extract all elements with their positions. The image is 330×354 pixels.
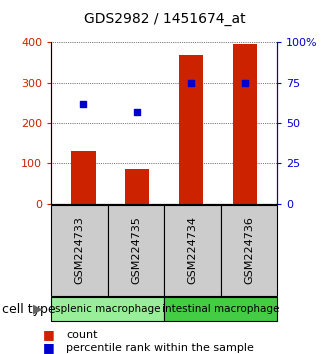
Point (242, 80, 248, 86)
Bar (125, 169, 149, 204)
Point (135, 109, 140, 115)
Text: GDS2982 / 1451674_at: GDS2982 / 1451674_at (84, 12, 246, 27)
Text: cell type: cell type (2, 303, 55, 316)
Text: ▶: ▶ (33, 303, 43, 316)
Text: ■: ■ (43, 341, 55, 354)
Text: GSM224735: GSM224735 (131, 217, 141, 284)
Text: intestinal macrophage: intestinal macrophage (162, 304, 280, 314)
Bar (221, 205, 277, 296)
Text: GSM224734: GSM224734 (187, 216, 197, 285)
Bar (51, 297, 164, 321)
Text: GSM224736: GSM224736 (244, 217, 254, 284)
Bar (233, 45, 257, 204)
Bar (164, 297, 277, 321)
Point (81, 101, 86, 107)
Text: count: count (66, 330, 97, 339)
Bar (51, 205, 108, 296)
Text: ■: ■ (43, 328, 55, 341)
Bar (108, 205, 164, 296)
Text: splenic macrophage: splenic macrophage (55, 304, 160, 314)
Point (188, 80, 194, 86)
Bar (164, 205, 221, 296)
Text: GSM224733: GSM224733 (74, 217, 84, 284)
Text: percentile rank within the sample: percentile rank within the sample (66, 343, 254, 353)
Bar (179, 55, 203, 204)
Bar (71, 151, 96, 204)
